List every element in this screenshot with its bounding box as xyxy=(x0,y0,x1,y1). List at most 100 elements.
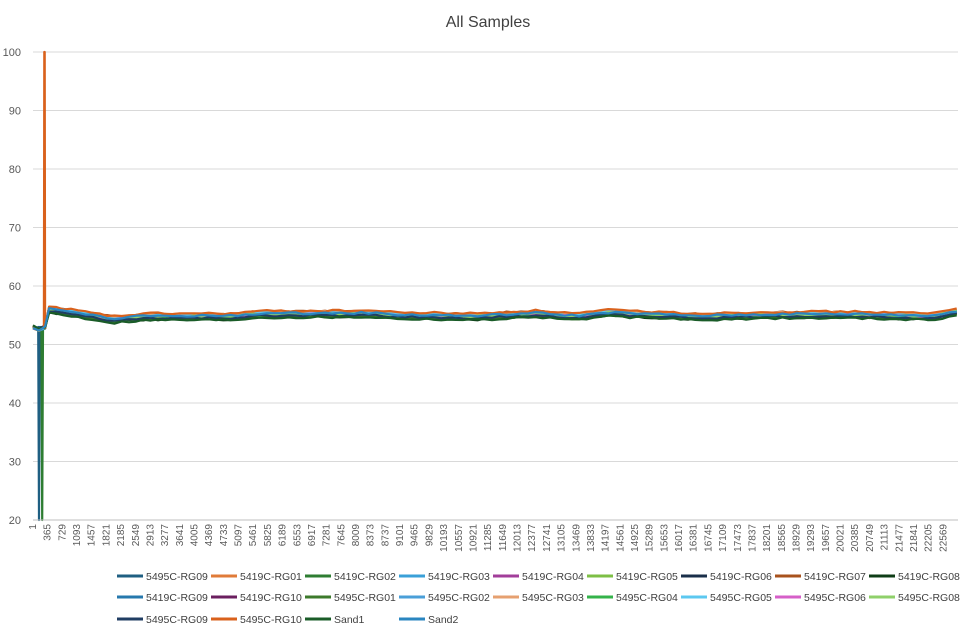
x-tick-label: 14561 xyxy=(615,524,626,552)
x-tick-label: 8373 xyxy=(366,524,377,547)
x-tick-label: 7281 xyxy=(322,524,333,547)
x-tick-label: 18929 xyxy=(791,524,802,552)
x-tick-label: 1457 xyxy=(87,524,98,547)
x-tick-label: 13105 xyxy=(557,524,568,552)
x-tick-label: 4005 xyxy=(190,524,201,547)
y-tick-label: 40 xyxy=(9,398,21,410)
x-tick-label: 18201 xyxy=(762,524,773,552)
legend-label: 5419C-RG09 xyxy=(146,592,208,604)
legend-item: 5419C-RG01 xyxy=(211,571,302,583)
legend-label: 5419C-RG05 xyxy=(616,571,678,583)
x-tick-label: 13833 xyxy=(586,524,597,552)
x-tick-label: 10921 xyxy=(468,524,479,552)
x-tick-label: 21477 xyxy=(894,524,905,552)
x-tick-label: 20749 xyxy=(865,524,876,552)
series-line xyxy=(32,307,957,332)
x-tick-label: 21841 xyxy=(909,524,920,552)
legend-label: 5419C-RG07 xyxy=(804,571,866,583)
x-tick-label: 21113 xyxy=(880,524,891,551)
x-tick-label: 4733 xyxy=(219,524,230,547)
x-tick-label: 1821 xyxy=(101,524,112,547)
x-tick-label: 729 xyxy=(57,524,68,541)
x-tick-label: 4369 xyxy=(204,524,215,547)
x-tick-label: 5825 xyxy=(263,524,274,547)
legend-item: 5495C-RG05 xyxy=(681,592,772,604)
x-tick-label: 9465 xyxy=(410,524,421,547)
legend-label: 5495C-RG05 xyxy=(710,592,772,604)
legend-label: 5419C-RG10 xyxy=(240,592,302,604)
x-tick-label: 10557 xyxy=(454,524,465,552)
x-tick-label: 16381 xyxy=(689,524,700,552)
legend-item: 5419C-RG10 xyxy=(211,592,302,604)
legend-item: 5495C-RG09 xyxy=(117,614,208,626)
x-tick-label: 6917 xyxy=(307,524,318,547)
x-tick-label: 12741 xyxy=(542,524,553,552)
x-tick-label: 16745 xyxy=(703,524,714,552)
legend-label: 5495C-RG04 xyxy=(616,592,678,604)
legend-label: 5419C-RG03 xyxy=(428,571,490,583)
x-tick-label: 9101 xyxy=(395,524,406,547)
x-tick-label: 8737 xyxy=(380,524,391,547)
x-tick-label: 22205 xyxy=(924,524,935,552)
x-tick-label: 6553 xyxy=(292,524,303,547)
x-tick-label: 10193 xyxy=(439,524,450,552)
chart-title: All Samples xyxy=(446,14,530,31)
y-tick-label: 100 xyxy=(3,47,21,59)
legend-label: 5495C-RG08 xyxy=(898,592,960,604)
x-tick-label: 3277 xyxy=(160,524,171,547)
legend-item: 5419C-RG02 xyxy=(305,571,396,583)
legend-label: 5495C-RG09 xyxy=(146,571,208,583)
series-line xyxy=(32,311,957,330)
legend-item: 5419C-RG07 xyxy=(775,571,866,583)
x-tick-label: 12377 xyxy=(527,524,538,552)
x-tick-label: 17837 xyxy=(747,524,758,552)
legend-item: 5419C-RG09 xyxy=(117,592,208,604)
x-tick-label: 365 xyxy=(43,524,54,541)
x-tick-label: 16017 xyxy=(674,524,685,552)
x-tick-label: 15289 xyxy=(645,524,656,552)
x-tick-label: 15653 xyxy=(659,524,670,552)
legend-label: 5419C-RG06 xyxy=(710,571,772,583)
x-tick-label: 14197 xyxy=(601,524,612,552)
legend-label: 5495C-RG03 xyxy=(522,592,584,604)
x-tick-label: 3641 xyxy=(175,524,186,547)
legend-label: 5495C-RG06 xyxy=(804,592,866,604)
y-tick-label: 20 xyxy=(9,515,21,527)
x-tick-label: 13469 xyxy=(571,524,582,552)
legend-item: 5495C-RG01 xyxy=(305,592,396,604)
x-tick-label: 5461 xyxy=(248,524,259,547)
y-tick-label: 30 xyxy=(9,457,21,469)
y-tick-label: 90 xyxy=(9,106,21,118)
x-tick-label: 5097 xyxy=(234,524,245,547)
x-tick-label: 11285 xyxy=(483,524,494,552)
x-tick-label: 2185 xyxy=(116,524,127,547)
legend-item: 5419C-RG06 xyxy=(681,571,772,583)
legend-item: 5419C-RG03 xyxy=(399,571,490,583)
x-tick-label: 17473 xyxy=(733,524,744,552)
legend-label: 5419C-RG01 xyxy=(240,571,302,583)
series-line xyxy=(32,310,958,330)
y-tick-label: 60 xyxy=(9,281,21,293)
legend-item: 5419C-RG08 xyxy=(869,571,960,583)
y-tick-label: 70 xyxy=(9,223,21,235)
x-tick-label: 14925 xyxy=(630,524,641,552)
x-tick-label: 7645 xyxy=(336,524,347,547)
legend-item: 5495C-RG09 xyxy=(117,571,208,583)
legend-label: 5495C-RG10 xyxy=(240,614,302,626)
legend-item: 5495C-RG08 xyxy=(869,592,960,604)
legend-label: 5495C-RG01 xyxy=(334,592,396,604)
legend-item: 5495C-RG10 xyxy=(211,614,302,626)
x-tick-label: 9829 xyxy=(424,524,435,547)
legend-item: 5495C-RG03 xyxy=(493,592,584,604)
legend-label: Sand2 xyxy=(428,614,459,626)
legend-item: Sand1 xyxy=(305,614,365,626)
x-tick-label: 2913 xyxy=(145,524,156,547)
x-tick-label: 8009 xyxy=(351,524,362,547)
legend-label: 5419C-RG08 xyxy=(898,571,960,583)
x-tick-label: 18565 xyxy=(777,524,788,552)
x-tick-label: 1 xyxy=(28,524,39,530)
x-tick-label: 17109 xyxy=(718,524,729,552)
y-tick-label: 50 xyxy=(9,340,21,352)
y-tick-label: 80 xyxy=(9,164,21,176)
legend-label: 5495C-RG02 xyxy=(428,592,490,604)
